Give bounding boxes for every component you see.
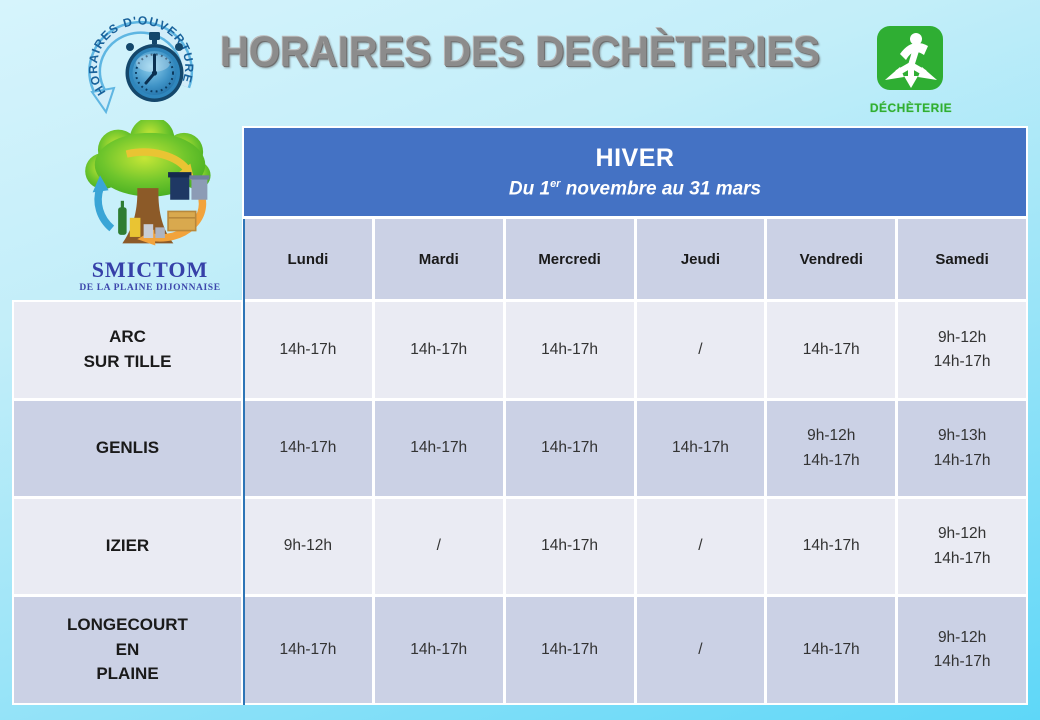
table-cell: / xyxy=(374,499,503,594)
table-cell: 14h-17h xyxy=(505,401,634,496)
table-cell: 9h-12h xyxy=(244,499,372,594)
decheterie-badge-label: DÉCHÈTERIE xyxy=(869,101,953,115)
table-cell: 9h-12h 14h-17h xyxy=(898,499,1026,594)
table-cell: 9h-12h 14h-17h xyxy=(898,597,1026,703)
smictom-name: SMICTOM xyxy=(91,257,209,282)
table-cell: / xyxy=(636,302,765,398)
table-cell: 14h-17h xyxy=(374,401,503,496)
table-cell: 14h-17h xyxy=(767,499,896,594)
page-title: HORAIRES DES DECHÈTERIES xyxy=(220,28,820,76)
venue-genlis: GENLIS xyxy=(14,401,241,496)
table-cell: 14h-17h xyxy=(505,302,634,398)
venue-izier: IZIER xyxy=(14,499,241,594)
table-cell: 14h-17h xyxy=(374,597,503,703)
table-cell: 9h-12h 14h-17h xyxy=(767,401,896,496)
table-cell: 14h-17h xyxy=(767,597,896,703)
smictom-logo: SMICTOM DE LA PLAINE DIJONNAISE xyxy=(52,116,248,293)
table-cell: 9h-13h 14h-17h xyxy=(898,401,1026,496)
decheterie-badge: DÉCHÈTERIE xyxy=(856,24,966,115)
table-cell: 14h-17h xyxy=(636,401,765,496)
smictom-tree-icon xyxy=(85,116,211,246)
season-banner: HIVER Du 1er novembre au 31 mars xyxy=(244,128,1026,216)
table-cell: / xyxy=(636,499,765,594)
schedule-table: HIVER Du 1er novembre au 31 mars Lundi M… xyxy=(12,126,1028,705)
smictom-subtitle: DE LA PLAINE DIJONNAISE xyxy=(79,283,221,293)
day-header-mercredi: Mercredi xyxy=(505,219,634,299)
table-cell: 9h-12h 14h-17h xyxy=(898,302,1026,398)
day-header-jeudi: Jeudi xyxy=(636,219,765,299)
table-cell: 14h-17h xyxy=(505,597,634,703)
stopwatch-icon: HORAIRES D'OUVERTURE xyxy=(86,13,195,115)
table-cell: 14h-17h xyxy=(505,499,634,594)
decheterie-icon xyxy=(877,26,943,90)
table-cell: 14h-17h xyxy=(244,597,372,703)
day-header-samedi: Samedi xyxy=(898,219,1026,299)
season-title: HIVER xyxy=(595,143,675,172)
venue-column-divider xyxy=(243,219,245,705)
table-cell: 14h-17h xyxy=(374,302,503,398)
venue-arc-sur-tille: ARC SUR TILLE xyxy=(14,302,241,398)
day-header-lundi: Lundi xyxy=(244,219,372,299)
table-backplate xyxy=(242,126,1028,705)
opening-hours-badge: HORAIRES D'OUVERTURE xyxy=(80,10,204,121)
season-subtitle: Du 1er novembre au 31 mars xyxy=(508,177,762,200)
table-cell: 14h-17h xyxy=(244,401,372,496)
venue-longecourt-en-plaine: LONGECOURT EN PLAINE xyxy=(14,597,241,703)
day-header-vendredi: Vendredi xyxy=(767,219,896,299)
table-cell: 14h-17h xyxy=(767,302,896,398)
day-header-mardi: Mardi xyxy=(374,219,503,299)
table-cell: / xyxy=(636,597,765,703)
table-cell: 14h-17h xyxy=(244,302,372,398)
